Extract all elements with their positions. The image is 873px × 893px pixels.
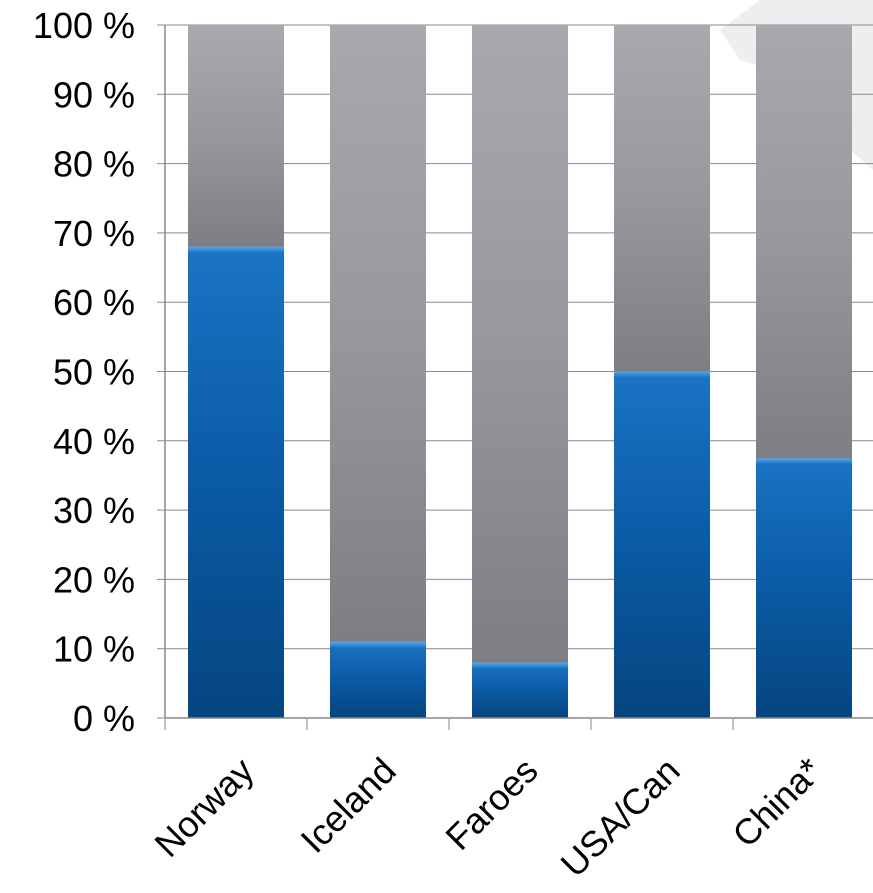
bar-segment-primary-norway: [188, 246, 284, 718]
y-tick-label: 10 %: [53, 629, 135, 670]
y-tick-label: 40 %: [53, 421, 135, 462]
bar-top-highlight: [756, 458, 852, 465]
bar-segment-remainder-faroes: [472, 25, 568, 663]
bar-segment-primary-usa-can: [614, 371, 710, 718]
bar-segment-remainder-usa-can: [614, 25, 710, 372]
x-tick-label: China*: [724, 750, 829, 855]
bar-top-highlight: [472, 662, 568, 669]
x-tick-label: Faroes: [437, 750, 545, 858]
y-tick-label: 20 %: [53, 559, 135, 600]
x-tick-label: Iceland: [293, 750, 404, 861]
x-tick-label: Norway: [146, 750, 261, 865]
y-tick-label: 60 %: [53, 282, 135, 323]
bar-segment-remainder-iceland: [330, 25, 426, 642]
y-tick-label: 70 %: [53, 213, 135, 254]
bar-segment-remainder-china-: [756, 25, 852, 459]
y-tick-label: 0 %: [73, 698, 135, 739]
y-tick-label: 30 %: [53, 490, 135, 531]
y-tick-label: 90 %: [53, 74, 135, 115]
y-tick-label: 80 %: [53, 144, 135, 185]
x-tick-label: USA/Can: [553, 750, 688, 885]
bar-segment-primary-iceland: [330, 641, 426, 718]
bar-top-highlight: [614, 371, 710, 378]
y-tick-label: 100 %: [33, 5, 135, 46]
bar-segment-primary-china-: [756, 458, 852, 718]
bar-segment-primary-faroes: [472, 662, 568, 718]
bar-top-highlight: [188, 246, 284, 253]
y-tick-label: 50 %: [53, 352, 135, 393]
bar-top-highlight: [330, 641, 426, 648]
bar-segment-remainder-norway: [188, 25, 284, 247]
